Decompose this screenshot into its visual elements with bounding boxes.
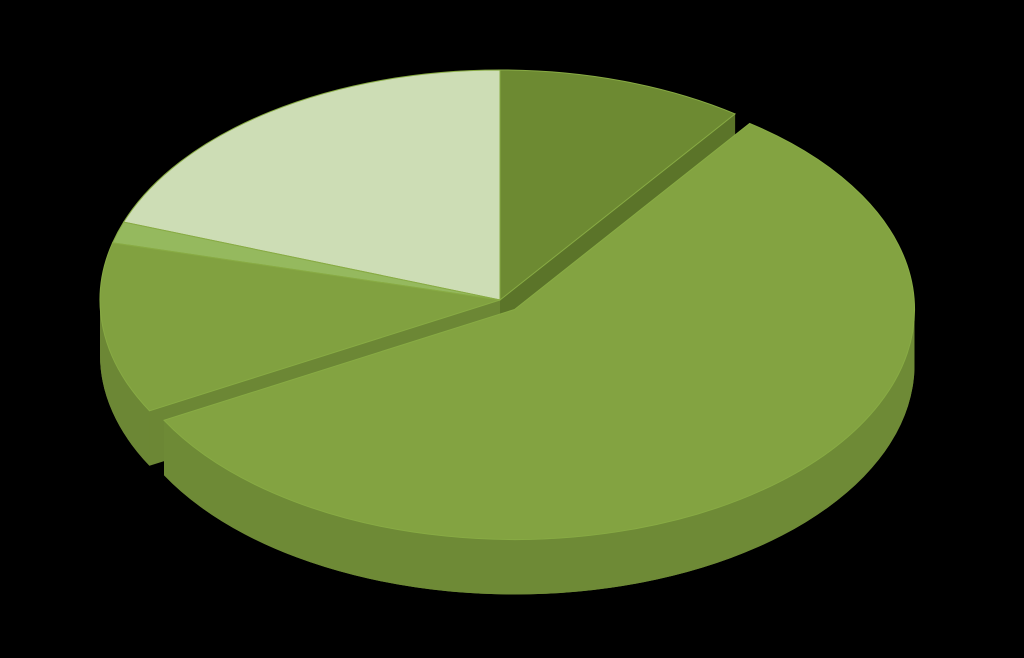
- pie-chart-3d: [0, 0, 1024, 658]
